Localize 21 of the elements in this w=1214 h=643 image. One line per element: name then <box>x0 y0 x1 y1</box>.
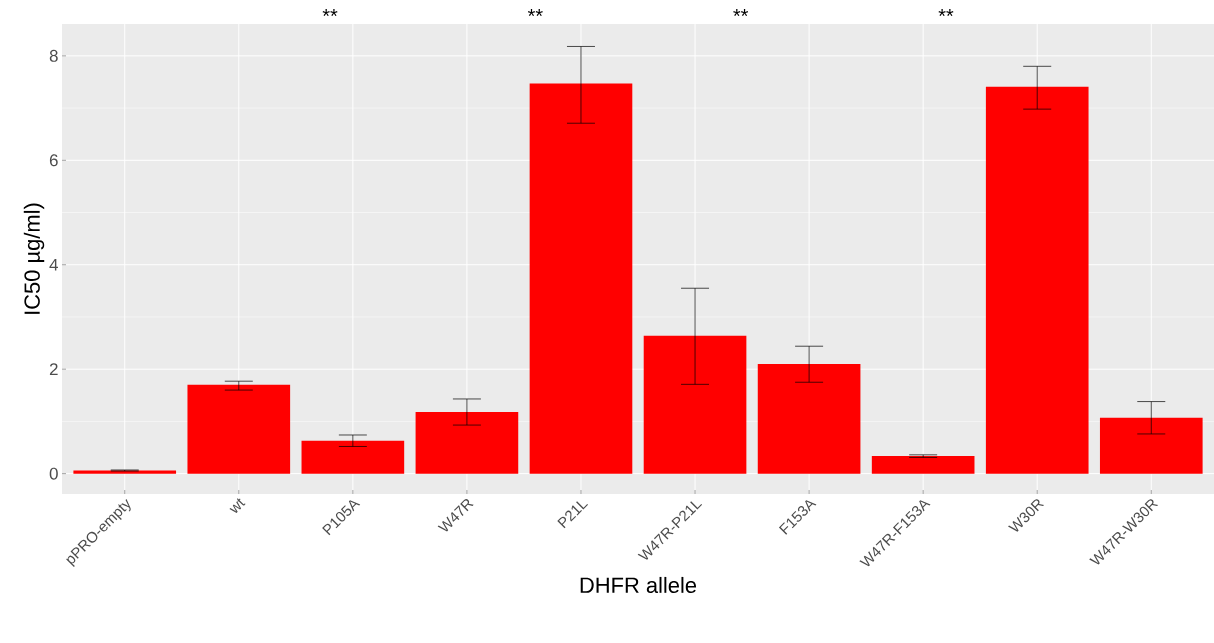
bar <box>985 86 1089 474</box>
x-tick-label: wt <box>229 498 246 513</box>
text: ** <box>322 9 338 17</box>
bar <box>643 335 747 474</box>
bar <box>301 440 405 474</box>
y-tick-label: 0 <box>49 467 58 480</box>
bar <box>529 83 633 474</box>
bar <box>415 412 519 474</box>
y-tick-label: 4 <box>49 258 58 271</box>
bar <box>757 363 861 474</box>
text: ** <box>733 9 749 17</box>
bar <box>1099 417 1203 474</box>
bar <box>187 384 291 474</box>
text: ** <box>938 9 954 17</box>
text: ** <box>527 9 543 17</box>
bar <box>871 455 975 474</box>
x-axis-title: DHFR allele <box>580 576 697 594</box>
y-tick-label: 6 <box>49 154 58 167</box>
y-tick-label: 2 <box>49 363 58 376</box>
y-axis-title: IC50 µg/ml) <box>23 203 45 314</box>
y-tick-label: 8 <box>49 49 58 62</box>
